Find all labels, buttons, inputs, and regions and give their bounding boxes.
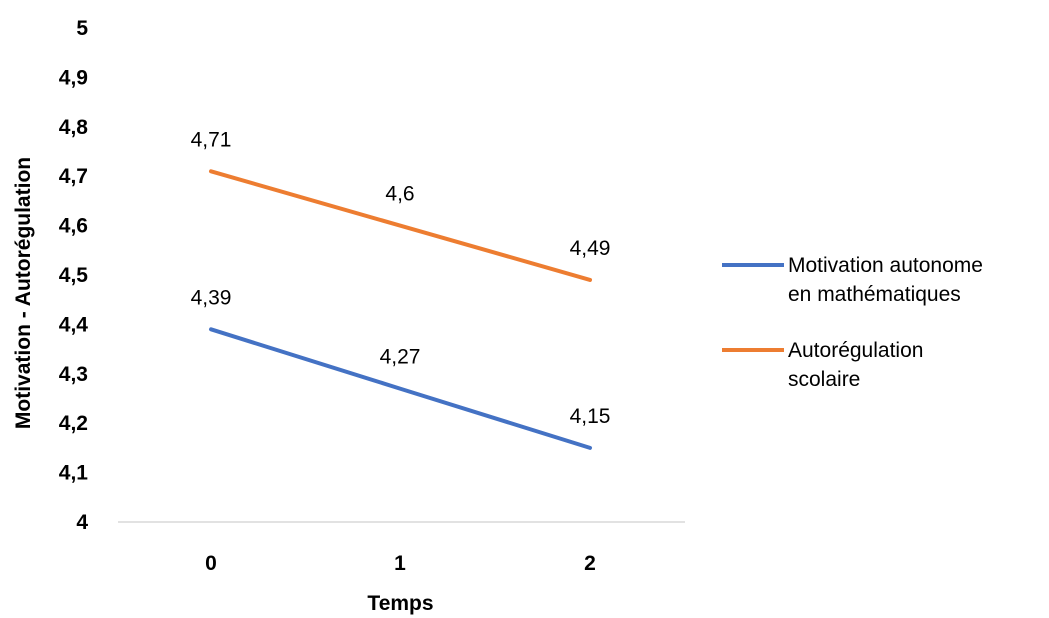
series-line-0 <box>209 327 592 450</box>
y-tick-label: 4,7 <box>59 165 88 188</box>
data-label: 4,6 <box>385 183 414 206</box>
y-tick-label: 4,1 <box>59 462 89 485</box>
y-tick-label: 4,3 <box>59 363 88 386</box>
y-tick-label: 4,6 <box>59 215 88 238</box>
x-axis-ticks: 0 1 2 <box>205 552 596 575</box>
x-tick-label: 0 <box>205 552 217 575</box>
x-tick-label: 2 <box>584 552 596 575</box>
series-lines <box>209 169 592 450</box>
y-tick-label: 4 <box>76 511 88 534</box>
y-tick-label: 4,2 <box>59 412 88 435</box>
legend: Motivation autonome en mathématiques Autor… <box>722 254 983 391</box>
x-tick-label: 1 <box>394 552 406 575</box>
data-label: 4,15 <box>570 405 611 428</box>
data-label: 4,27 <box>380 346 421 369</box>
y-axis-title: Motivation - Autorégulation <box>12 157 35 429</box>
data-labels: 4,39 4,27 4,15 4,71 4,6 4,49 <box>191 128 611 428</box>
x-axis-title: Temps <box>367 592 433 615</box>
data-label: 4,71 <box>191 128 232 151</box>
y-tick-label: 4,5 <box>59 264 89 287</box>
series-line-1 <box>209 169 592 282</box>
legend-label-0: Motivation autonome en mathématiques <box>788 254 983 306</box>
legend-label-1: Autorégulation scolaire <box>788 339 923 391</box>
y-tick-label: 5 <box>76 17 88 40</box>
data-label: 4,39 <box>191 286 232 309</box>
y-tick-label: 4,9 <box>59 66 88 89</box>
y-tick-label: 4,4 <box>59 313 89 336</box>
y-axis-ticks: 4 4,1 4,2 4,3 4,4 4,5 4,6 4,7 4,8 4,9 5 <box>59 17 89 534</box>
y-tick-label: 4,8 <box>59 116 89 139</box>
data-label: 4,49 <box>570 237 611 260</box>
